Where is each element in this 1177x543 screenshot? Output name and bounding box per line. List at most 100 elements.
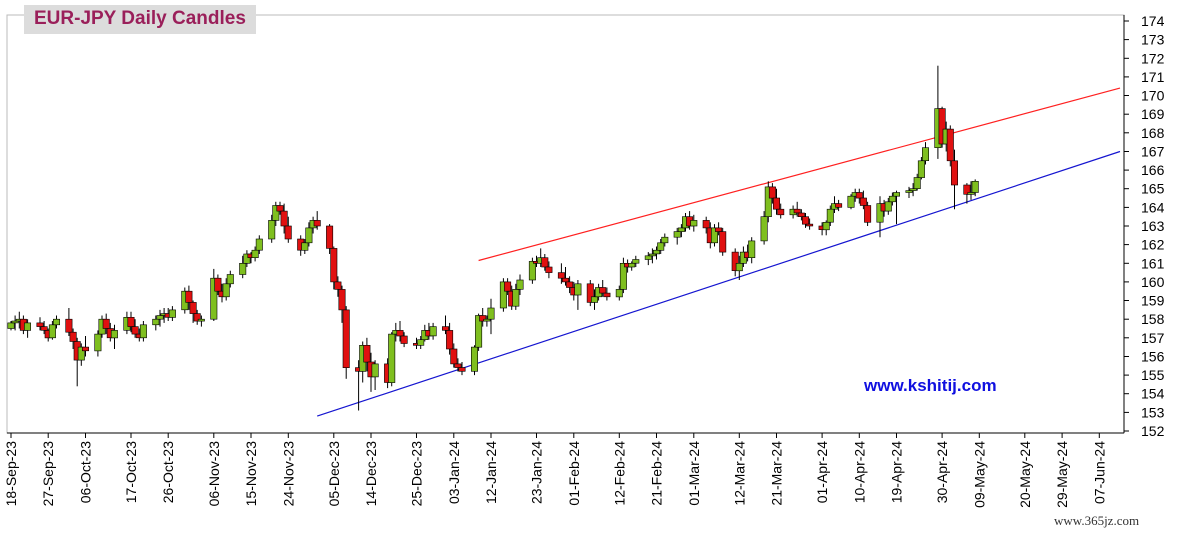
candle [777, 203, 785, 219]
candle [847, 194, 855, 210]
candle-body [342, 309, 350, 368]
candle [735, 255, 743, 280]
candle-body [305, 227, 313, 244]
y-tick-label: 157 [1141, 330, 1165, 346]
y-tick-label: 163 [1141, 218, 1165, 234]
candle [313, 211, 321, 230]
candle [913, 173, 921, 191]
candle [619, 257, 627, 294]
candle-body [276, 205, 284, 212]
y-axis: 152 153 154 155 156 157 158 159 160 161 162 163 164 1… [1124, 13, 1165, 439]
candle-body [545, 266, 553, 273]
candle-body [193, 313, 201, 322]
candle-body [429, 326, 437, 337]
candle-body [65, 318, 73, 333]
candle [82, 336, 90, 357]
y-tick-label: 171 [1141, 69, 1165, 85]
candle-body [946, 128, 954, 162]
candle-body [48, 324, 56, 339]
y-tick-label: 170 [1141, 88, 1165, 104]
candle [793, 201, 801, 217]
candle [441, 315, 449, 335]
candle-body [82, 346, 90, 352]
candle-body [719, 231, 727, 253]
candle-body [859, 197, 867, 206]
candle-body [793, 208, 801, 214]
candle-body [574, 283, 582, 296]
y-tick-label: 154 [1141, 386, 1165, 402]
candle-body [127, 316, 135, 327]
candle-body [764, 186, 772, 217]
candle-body [280, 210, 288, 227]
y-tick-label: 155 [1141, 367, 1165, 383]
candle [516, 274, 524, 295]
candle [917, 157, 925, 180]
y-tick-label: 156 [1141, 349, 1165, 365]
candle-body [363, 344, 371, 363]
y-tick-label: 164 [1141, 199, 1165, 215]
candle-body [284, 225, 292, 240]
candle-body [139, 324, 147, 339]
candles [7, 65, 979, 411]
trendlines [317, 87, 1121, 417]
candle [475, 313, 483, 351]
candle [599, 280, 607, 297]
candle-body [657, 242, 665, 251]
candle [719, 227, 727, 256]
candle-body [615, 289, 623, 298]
candle-body [417, 339, 425, 346]
y-tick-label: 172 [1141, 50, 1165, 66]
candle [450, 343, 458, 368]
candle [52, 315, 60, 329]
x-tick-label: 21-Feb-24 [649, 441, 665, 506]
candle [938, 106, 946, 148]
candle [905, 186, 913, 198]
candle [305, 222, 313, 247]
candle [673, 227, 681, 245]
y-tick-label: 162 [1141, 237, 1165, 253]
candle-body [884, 201, 892, 212]
candle [652, 246, 660, 260]
candle [454, 358, 462, 372]
candle [566, 276, 574, 294]
x-tick-label: 20-May-24 [1017, 441, 1033, 508]
candle [429, 322, 437, 340]
candle [801, 213, 809, 228]
candle [189, 300, 197, 323]
candle [156, 309, 164, 327]
candle-body [210, 277, 218, 320]
candle [338, 285, 346, 323]
candle-body [338, 289, 346, 311]
candle-body [516, 279, 524, 290]
candle-body [702, 220, 710, 229]
candle [888, 192, 896, 206]
candle [512, 283, 520, 310]
candle [168, 306, 176, 321]
candle-body [222, 283, 230, 298]
candle-body [243, 253, 251, 264]
candle-body [917, 160, 925, 178]
candle [483, 315, 491, 327]
x-tick-label: 10-Apr-24 [851, 441, 867, 503]
candle [40, 321, 48, 335]
x-tick-label: 26-Oct-23 [160, 441, 176, 503]
candle [210, 268, 218, 321]
x-tick-label: 09-May-24 [971, 441, 987, 508]
candle [967, 181, 975, 200]
x-tick-label: 01-Apr-24 [814, 441, 830, 503]
candle-body [632, 259, 640, 264]
candle-body [272, 205, 280, 221]
candle [603, 287, 611, 301]
x-tick-label: 25-Dec-23 [409, 441, 425, 507]
plot-area [6, 14, 1125, 434]
candle [226, 270, 234, 288]
candle [590, 289, 598, 310]
y-tick-label: 169 [1141, 106, 1165, 122]
candle [301, 239, 309, 254]
candle-body [504, 281, 512, 292]
candle [748, 237, 756, 264]
candle-body [152, 318, 160, 326]
candle [855, 188, 863, 204]
candle [826, 205, 834, 226]
x-tick-label: 24-Nov-23 [280, 441, 296, 507]
